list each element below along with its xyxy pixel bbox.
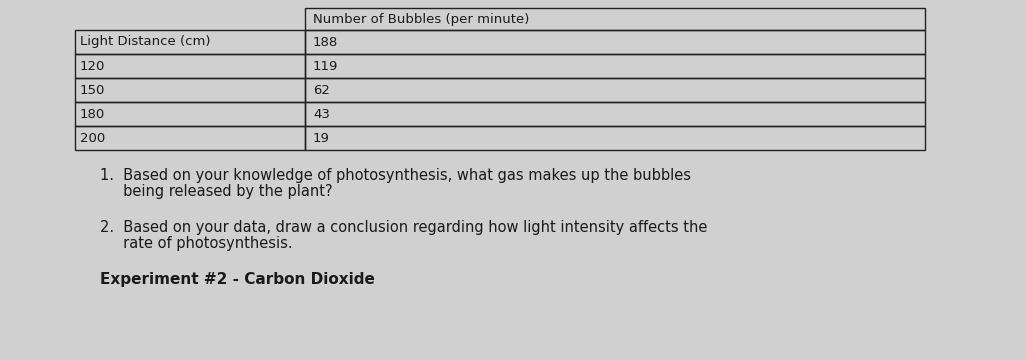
Bar [75, 126, 305, 150]
Bar [305, 8, 925, 30]
Bar [305, 30, 925, 54]
Bar [75, 54, 305, 78]
Bar [75, 78, 305, 102]
Text: 120: 120 [80, 59, 106, 72]
Text: Experiment #2 - Carbon Dioxide: Experiment #2 - Carbon Dioxide [100, 272, 374, 287]
Bar [305, 54, 925, 78]
Text: 119: 119 [313, 59, 339, 72]
Text: 1.  Based on your knowledge of photosynthesis, what gas makes up the bubbles: 1. Based on your knowledge of photosynth… [100, 168, 690, 183]
Bar [305, 126, 925, 150]
Text: Light Distance (cm): Light Distance (cm) [80, 36, 210, 49]
Text: 150: 150 [80, 84, 106, 96]
Text: 2.  Based on your data, draw a conclusion regarding how light intensity affects : 2. Based on your data, draw a conclusion… [100, 220, 707, 235]
Bar [305, 102, 925, 126]
Text: 200: 200 [80, 131, 106, 144]
Bar [305, 78, 925, 102]
Text: 188: 188 [313, 36, 339, 49]
Text: being released by the plant?: being released by the plant? [100, 184, 332, 199]
Text: 62: 62 [313, 84, 330, 96]
Text: 180: 180 [80, 108, 106, 121]
Text: rate of photosynthesis.: rate of photosynthesis. [100, 236, 292, 251]
Bar [75, 30, 305, 54]
Text: 43: 43 [313, 108, 330, 121]
Text: Number of Bubbles (per minute): Number of Bubbles (per minute) [313, 13, 529, 26]
Text: 19: 19 [313, 131, 330, 144]
Bar [75, 102, 305, 126]
